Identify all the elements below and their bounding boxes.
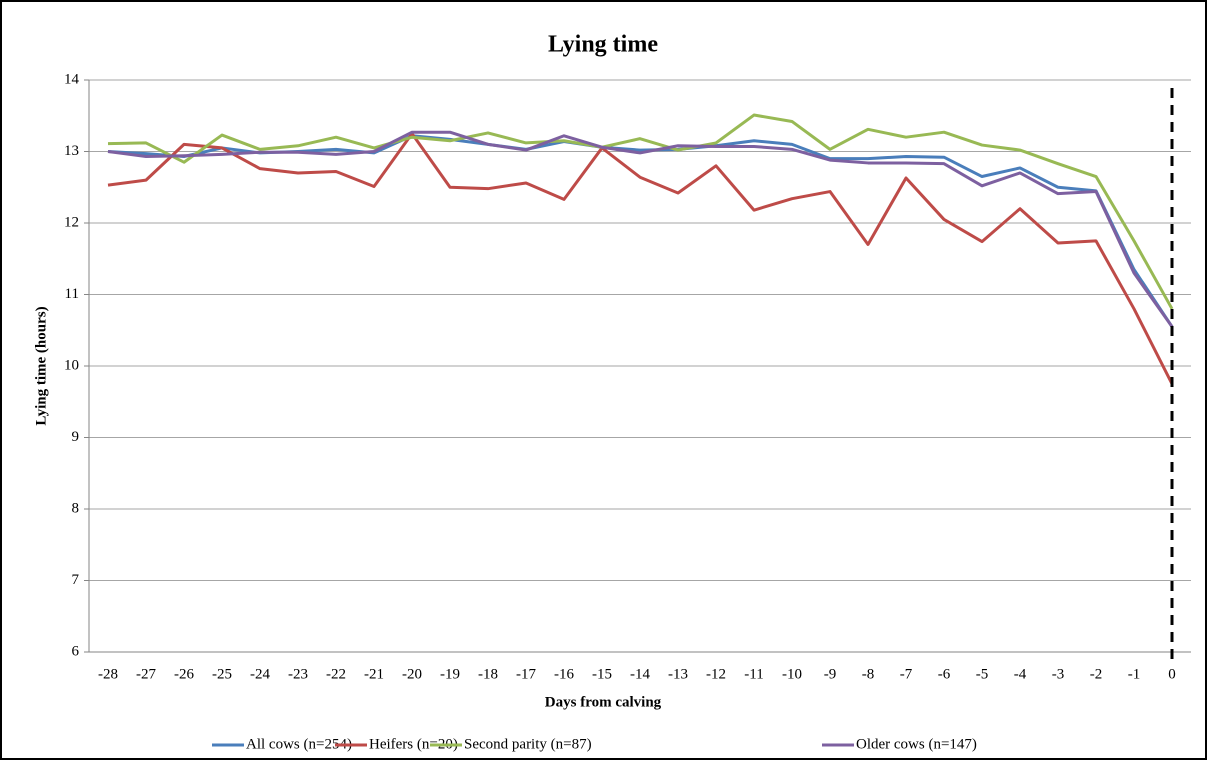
x-tick-label: -3	[1052, 666, 1065, 682]
x-tick-label: -28	[98, 666, 118, 682]
x-tick-label: -1	[1128, 666, 1141, 682]
x-tick-label: -24	[250, 666, 270, 682]
legend-label: Second parity (n=87)	[464, 736, 592, 752]
x-tick-label: -18	[478, 666, 498, 682]
x-axis-title: Days from calving	[545, 694, 662, 710]
x-tick-label: -21	[364, 666, 384, 682]
x-tick-label: -19	[440, 666, 460, 682]
legend-label: All cows (n=254)	[246, 736, 352, 752]
series-line	[107, 132, 1174, 385]
y-tick-label: 13	[64, 143, 79, 159]
x-tick-label: -8	[862, 666, 875, 682]
x-tick-label: -26	[174, 666, 194, 682]
x-tick-label: -6	[938, 666, 951, 682]
x-tick-label: -16	[554, 666, 574, 682]
x-tick-label: -14	[630, 666, 650, 682]
x-tick-label: -27	[136, 666, 156, 682]
y-tick-label: 10	[64, 357, 79, 373]
x-tick-label: -4	[1014, 666, 1027, 682]
x-tick-label: 0	[1168, 666, 1176, 682]
x-tick-label: -15	[592, 666, 612, 682]
x-tick-label: -11	[744, 666, 763, 682]
legend-label: Older cows (n=147)	[856, 736, 977, 752]
y-tick-label: 9	[72, 429, 80, 445]
x-tick-label: -17	[516, 666, 536, 682]
series-line	[107, 113, 1174, 310]
x-tick-label: -7	[900, 666, 913, 682]
x-tick-label: -25	[212, 666, 232, 682]
y-tick-label: 11	[65, 286, 79, 302]
y-tick-label: 8	[72, 500, 80, 516]
x-tick-label: -13	[668, 666, 688, 682]
x-tick-label: -12	[706, 666, 726, 682]
x-tick-label: -23	[288, 666, 308, 682]
chart-title: Lying time	[548, 32, 658, 58]
x-tick-label: -2	[1090, 666, 1103, 682]
series-line	[107, 130, 1174, 328]
y-tick-label: 7	[72, 572, 80, 588]
x-tick-label: -22	[326, 666, 346, 682]
x-tick-label: -10	[782, 666, 802, 682]
y-tick-label: 12	[64, 214, 79, 230]
legend-label: Heifers (n=20)	[369, 736, 458, 752]
x-tick-label: -5	[976, 666, 989, 682]
x-tick-label: -9	[824, 666, 837, 682]
y-tick-label: 6	[72, 643, 80, 659]
y-axis-title: Lying time (hours)	[33, 306, 49, 425]
y-tick-label: 14	[64, 71, 80, 87]
x-tick-label: -20	[402, 666, 422, 682]
